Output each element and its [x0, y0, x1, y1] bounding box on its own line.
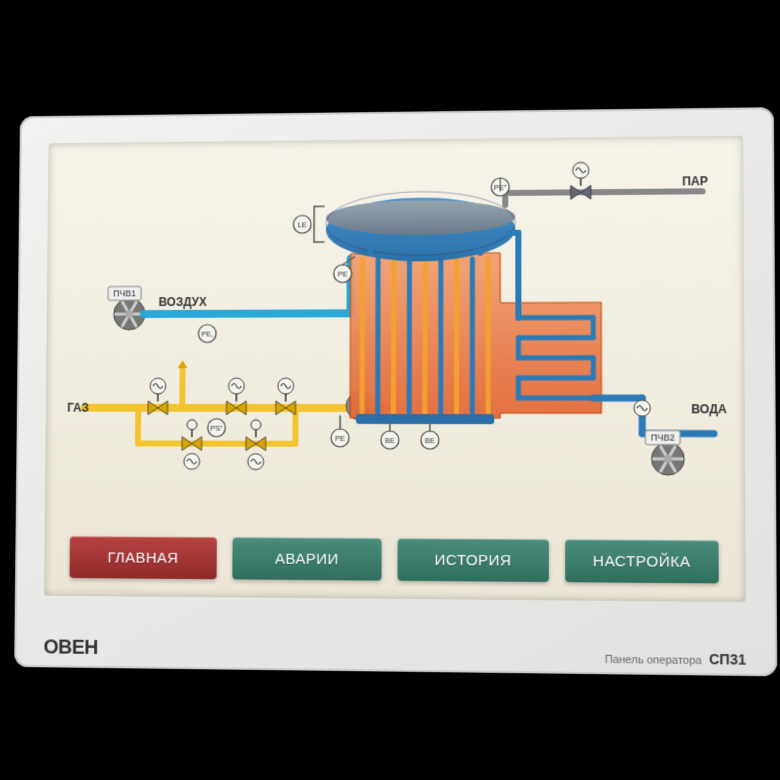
nav-button-0[interactable]: ГЛАВНАЯ — [70, 536, 217, 579]
svg-text:ПАР: ПАР — [682, 174, 708, 188]
hmi-panel: ГАЗPS"ПЧВ1ВОЗДУХPE,BEBEPELEPEPE"ПАРПЧВ2В… — [14, 107, 777, 676]
brand-logo: ОВЕН — [43, 636, 98, 660]
svg-text:BE: BE — [425, 436, 435, 445]
svg-text:PE: PE — [335, 434, 345, 443]
nav-button-2[interactable]: ИСТОРИЯ — [398, 538, 549, 582]
mimic-diagram: ГАЗPS"ПЧВ1ВОЗДУХPE,BEBEPELEPEPE"ПАРПЧВ2В… — [45, 136, 746, 531]
hmi-screen: ГАЗPS"ПЧВ1ВОЗДУХPE,BEBEPELEPEPE"ПАРПЧВ2В… — [44, 136, 746, 602]
svg-text:ПЧВ1: ПЧВ1 — [113, 288, 136, 298]
svg-text:PE,: PE, — [201, 329, 213, 338]
model-label: Панель оператора СП31 — [605, 650, 746, 668]
svg-text:PE: PE — [338, 270, 348, 279]
svg-text:LE: LE — [298, 220, 307, 229]
model-number: СП31 — [709, 651, 746, 668]
svg-text:PS": PS" — [210, 424, 223, 433]
svg-text:BE: BE — [385, 436, 395, 445]
svg-text:ВОДА: ВОДА — [691, 402, 727, 416]
nav-buttons: ГЛАВНАЯ АВАРИИ ИСТОРИЯ НАСТРОЙКА — [44, 536, 745, 583]
nav-button-3[interactable]: НАСТРОЙКА — [565, 540, 719, 584]
svg-text:ВОЗДУХ: ВОЗДУХ — [159, 295, 207, 309]
svg-text:ГАЗ: ГАЗ — [67, 401, 89, 415]
svg-text:ПЧВ2: ПЧВ2 — [651, 432, 675, 442]
nav-button-1[interactable]: АВАРИИ — [232, 537, 381, 580]
panel-footer: ОВЕН Панель оператора СП31 — [43, 636, 746, 667]
model-label-text: Панель оператора — [605, 654, 702, 667]
